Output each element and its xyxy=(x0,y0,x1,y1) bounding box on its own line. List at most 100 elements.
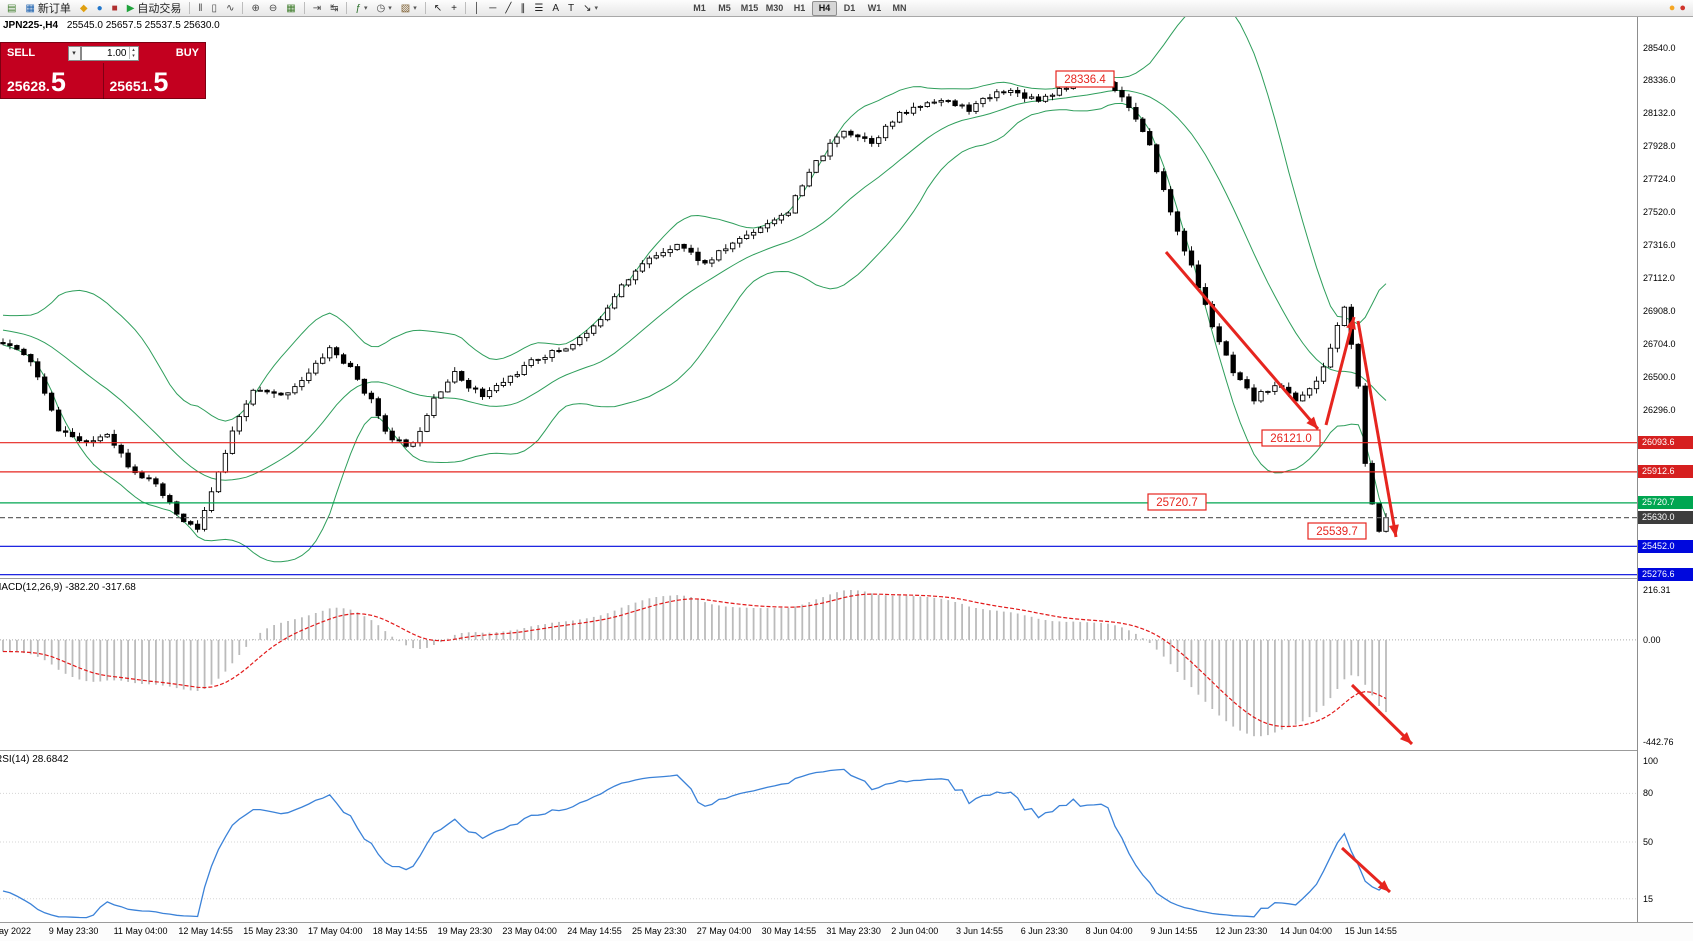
time-label: 23 May 04:00 xyxy=(502,926,557,936)
text-icon-button[interactable]: A xyxy=(548,1,563,16)
buy-button[interactable]: BUY xyxy=(175,47,199,59)
rsi-indicator-panel[interactable] xyxy=(0,751,1637,922)
timeframe-d1[interactable]: D1 xyxy=(843,3,856,13)
macd-scale-label: 216.31 xyxy=(1643,585,1671,595)
buy-price[interactable]: 25651. 5 xyxy=(104,63,206,99)
sell-price-main: 25628. xyxy=(7,78,50,94)
chart-shift-icon-button[interactable]: ↹ xyxy=(326,1,342,16)
rsi-scale-label: 100 xyxy=(1643,756,1659,766)
price-scale-label: 26704.0 xyxy=(1643,339,1676,350)
sell-price[interactable]: 25628. 5 xyxy=(1,63,103,99)
new-order-icon: ▦ xyxy=(25,2,35,14)
horizontal-price-lines[interactable] xyxy=(0,442,1637,576)
price-axis[interactable]: 28540.0 28336.0 28132.0 27928.0 27724.0 27520… xyxy=(1637,17,1693,922)
macd-arrow xyxy=(1350,683,1414,746)
zoom-out-icon-button[interactable]: ⊖ xyxy=(265,1,281,16)
new-chart-icon: ▤ xyxy=(7,2,17,14)
time-label: 18 May 14:55 xyxy=(372,926,428,936)
timeframe-mn[interactable]: MN xyxy=(892,3,907,13)
chevron-down-icon: ▾ xyxy=(594,5,599,12)
volume-input[interactable]: 1.00 ▴ ▾ xyxy=(80,45,139,61)
price-annotations: 28336.4 26121.0 25720.7 25539.7 xyxy=(1055,70,1367,540)
zoom-in-icon-button[interactable]: ⊕ xyxy=(247,1,263,16)
svg-text:25720.7: 25720.7 xyxy=(1156,497,1198,509)
cursor-icon: ↖ xyxy=(433,2,443,14)
toolbar-buttons: ▤ ▦ 新订单 ◆ ● ■ ▶ 自动交易 ǁ ▯ ∿ ⊕ ⊖ ▦ ⇥ ↹ ƒ ▾ ◷ ▾ ▧ ▾ ↖ + │ ─ ╱ ∥ ☰ A T ↘ ▾ xyxy=(3,1,602,16)
text-label-icon-button[interactable]: T xyxy=(564,1,578,16)
rsi-label: RSI(14) 28.6842 xyxy=(0,754,69,765)
equidistant-channel-icon-button[interactable]: ∥ xyxy=(516,1,529,16)
auto-scroll-icon-button[interactable]: ⇥ xyxy=(309,1,325,16)
toolbar-separator xyxy=(303,2,305,14)
trendline-icon-button[interactable]: ╱ xyxy=(501,1,515,16)
toolbar-separator xyxy=(189,2,191,14)
panel-divider xyxy=(0,750,1693,751)
chart-candles-icon-button[interactable]: ▯ xyxy=(208,1,222,16)
time-label: 9 Jun 14:55 xyxy=(1150,926,1198,936)
crosshair-icon-button[interactable]: + xyxy=(447,1,461,16)
help-icon[interactable]: ● xyxy=(1668,1,1676,14)
candlestick-series xyxy=(0,79,1389,533)
svg-text:28336.4: 28336.4 xyxy=(1064,74,1106,86)
data-window-icon: ■ xyxy=(111,2,118,14)
price-scale-label: 27520.0 xyxy=(1643,207,1676,218)
notifications-icon[interactable]: ● xyxy=(1679,1,1686,14)
toolbar-separator xyxy=(242,2,244,14)
arrows-icon: ↘ xyxy=(583,2,592,14)
timeframe-m5[interactable]: M5 xyxy=(718,3,731,13)
price-chart[interactable]: 28336.4 26121.0 25720.7 25539.7 xyxy=(0,17,1637,578)
toolbar-separator xyxy=(424,2,426,14)
new-order-button[interactable]: ▦ 新订单 xyxy=(21,1,74,16)
timeframe-m1[interactable]: M1 xyxy=(693,3,706,13)
horizontal-line-icon-button[interactable]: ─ xyxy=(485,1,500,16)
new-chart-icon-button[interactable]: ▤ xyxy=(3,1,20,16)
timeframe-selector: M1 M5 M15 M30 H1 H4 D1 W1 MN xyxy=(687,0,912,16)
timeframe-h1[interactable]: H1 xyxy=(793,3,806,13)
sell-button[interactable]: SELL xyxy=(7,47,36,59)
macd-indicator-panel[interactable] xyxy=(0,579,1637,750)
timeframe-w1[interactable]: W1 xyxy=(867,3,882,13)
chart-bars-icon-button[interactable]: ǁ xyxy=(194,1,206,16)
quotes-icon-button[interactable]: ◆ xyxy=(76,1,92,16)
macd-histogram xyxy=(2,590,1387,737)
chart-candles-icon: ▯ xyxy=(211,2,218,14)
price-scale-label: 26296.0 xyxy=(1643,405,1676,415)
arrows-icon-button[interactable]: ↘ ▾ xyxy=(579,1,602,16)
price-scale-label: 27316.0 xyxy=(1643,240,1676,251)
main-toolbar: ▤ ▦ 新订单 ◆ ● ■ ▶ 自动交易 ǁ ▯ ∿ ⊕ ⊖ ▦ ⇥ ↹ ƒ ▾ ◷ ▾ ▧ ▾ ↖ + │ ─ ╱ ∥ ☰ A T ↘ ▾ M… xyxy=(0,0,1693,17)
time-label: 19 May 23:30 xyxy=(437,926,493,936)
time-label: 11 May 04:00 xyxy=(113,926,168,936)
data-window-icon-button[interactable]: ■ xyxy=(108,1,122,16)
timeframe-h4[interactable]: H4 xyxy=(812,0,838,16)
chevron-down-icon: ▾ xyxy=(72,50,76,57)
timeframe-m30[interactable]: M30 xyxy=(765,3,784,13)
buy-price-main: 25651. xyxy=(109,78,153,94)
templates-icon-button[interactable]: ▧ ▾ xyxy=(397,1,421,16)
time-label: 30 May 14:55 xyxy=(761,926,817,936)
bollinger-bands xyxy=(2,17,1387,563)
volume-stepper[interactable]: ▴ ▾ xyxy=(128,47,138,59)
chart-line-icon-button[interactable]: ∿ xyxy=(222,1,238,16)
fibonacci-icon-button[interactable]: ☰ xyxy=(530,1,547,16)
periods-icon-button[interactable]: ◷ ▾ xyxy=(373,1,396,16)
chart-line-icon: ∿ xyxy=(226,2,235,14)
fibonacci-icon: ☰ xyxy=(534,2,544,14)
autotrading-icon: ▶ xyxy=(126,2,135,14)
text-icon: A xyxy=(552,2,560,14)
price-line-label: 25912.6 xyxy=(1638,465,1693,479)
market-watch-icon-button[interactable]: ● xyxy=(93,1,107,16)
cursor-icon-button[interactable]: ↖ xyxy=(430,1,446,16)
svg-text:25539.7: 25539.7 xyxy=(1316,526,1358,538)
vertical-line-icon-button[interactable]: │ xyxy=(470,1,484,16)
time-axis[interactable]: 9 May 2022 9 May 23:30 11 May 04:00 12 May … xyxy=(0,923,1693,941)
autotrading-button[interactable]: ▶ 自动交易 xyxy=(123,1,186,16)
rsi-scale-label: 80 xyxy=(1643,788,1654,799)
volume-dropdown[interactable]: ▾ xyxy=(67,45,81,61)
tile-windows-icon-button[interactable]: ▦ xyxy=(282,1,299,16)
price-line-label: 25276.6 xyxy=(1638,568,1693,582)
timeframe-m15[interactable]: M15 xyxy=(740,3,759,13)
price-line-label: 25452.0 xyxy=(1638,539,1693,553)
chevron-down-icon: ▾ xyxy=(413,5,417,12)
volume-value: 1.00 xyxy=(107,47,127,59)
indicators-icon-button[interactable]: ƒ ▾ xyxy=(351,1,371,16)
